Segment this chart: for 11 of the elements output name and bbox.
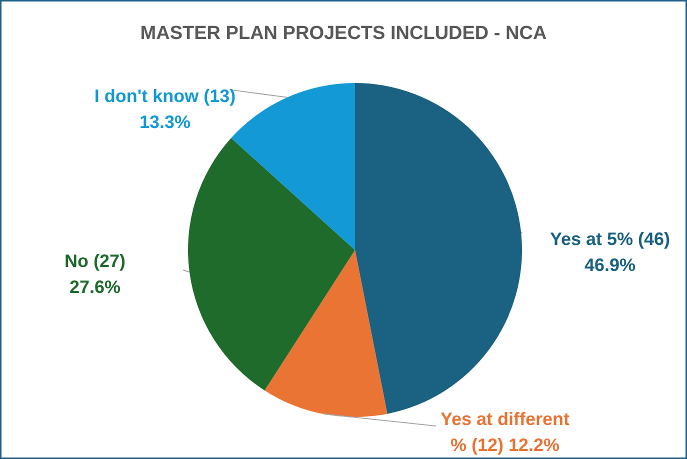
slice-label: No (27) [64,251,126,271]
pie-slice [188,138,355,390]
pie-slice [264,250,388,417]
slice-label: Yes at 5% (46) [550,229,670,249]
slice-label: I don't know (13) [94,86,236,106]
data-label: 46.9% [584,255,636,275]
chart-title: MASTER PLAN PROJECTS INCLUDED - NCA [140,23,547,44]
pie-slice [355,83,522,414]
data-label: 27.6% [69,277,121,297]
data-label: 13.3% [139,112,191,132]
slice-label: Yes at different % (12) 12.2% [440,409,570,455]
